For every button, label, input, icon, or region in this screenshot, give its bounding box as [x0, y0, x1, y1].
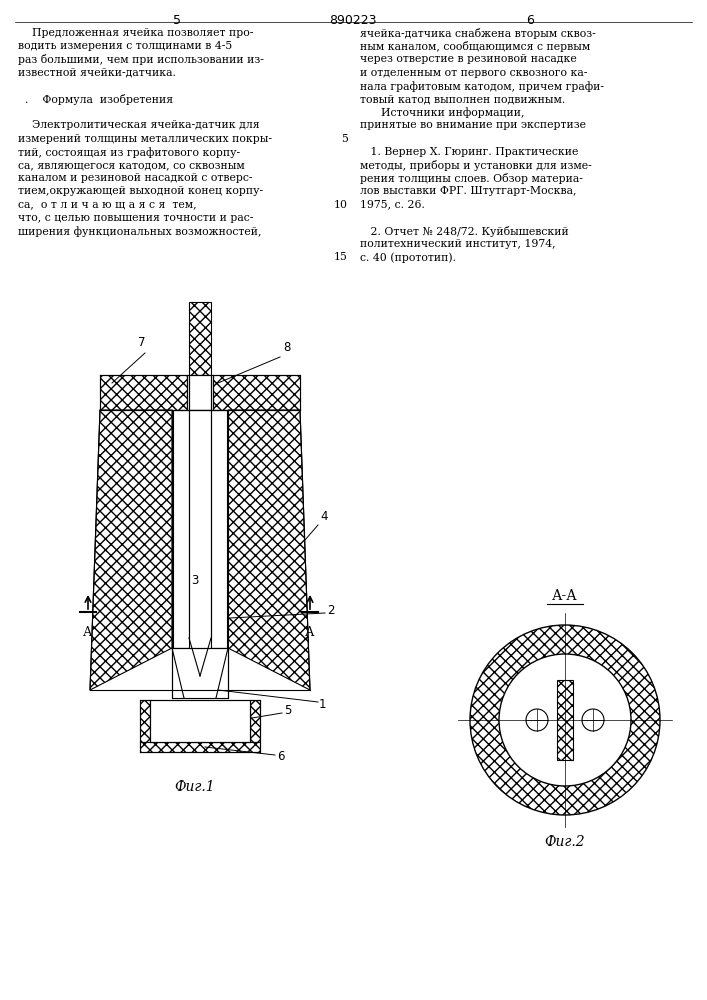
- Polygon shape: [90, 410, 172, 690]
- Text: .    Формула  изобретения: . Формула изобретения: [18, 94, 173, 105]
- Text: А: А: [305, 626, 315, 639]
- Text: каналом и резиновой насадкой с отверс-: каналом и резиновой насадкой с отверс-: [18, 173, 252, 183]
- Text: Фиг.1: Фиг.1: [175, 780, 216, 794]
- Bar: [557, 680, 573, 760]
- Text: 5: 5: [284, 704, 291, 718]
- Circle shape: [526, 709, 548, 731]
- Text: ным каналом, сообщающимся с первым: ным каналом, сообщающимся с первым: [360, 41, 590, 52]
- Text: лов выставки ФРГ. Штутгарт-Москва,: лов выставки ФРГ. Штутгарт-Москва,: [360, 186, 576, 196]
- Text: нала графитовым катодом, причем графи-: нала графитовым катодом, причем графи-: [360, 81, 604, 92]
- Bar: [140, 742, 260, 752]
- Text: 2. Отчет № 248/72. Куйбышевский: 2. Отчет № 248/72. Куйбышевский: [360, 226, 568, 237]
- Circle shape: [582, 709, 604, 731]
- Text: 1: 1: [319, 698, 327, 710]
- Bar: [189, 375, 211, 410]
- Text: са,  о т л и ч а ю щ а я с я  тем,: са, о т л и ч а ю щ а я с я тем,: [18, 200, 197, 210]
- Text: 6: 6: [526, 14, 534, 27]
- Text: 890223: 890223: [329, 14, 377, 27]
- Text: 8: 8: [283, 341, 291, 354]
- Text: 10: 10: [334, 200, 348, 210]
- Text: что, с целью повышения точности и рас-: что, с целью повышения точности и рас-: [18, 213, 253, 223]
- Text: 4: 4: [320, 510, 327, 523]
- Bar: [100, 375, 187, 410]
- Text: 1975, с. 26.: 1975, с. 26.: [360, 200, 425, 210]
- Text: методы, приборы и установки для изме-: методы, приборы и установки для изме-: [360, 160, 592, 171]
- Bar: [189, 410, 211, 668]
- Text: А: А: [83, 626, 93, 639]
- Bar: [250, 700, 260, 742]
- Text: через отверстие в резиновой насадке: через отверстие в резиновой насадке: [360, 54, 577, 64]
- Bar: [187, 375, 213, 410]
- Bar: [213, 375, 300, 410]
- Text: 5: 5: [173, 14, 181, 27]
- Text: и отделенным от первого сквозного ка-: и отделенным от первого сквозного ка-: [360, 68, 588, 78]
- Circle shape: [499, 654, 631, 786]
- Text: политехнический институт, 1974,: политехнический институт, 1974,: [360, 239, 556, 249]
- Text: 2: 2: [327, 604, 334, 617]
- Text: 5: 5: [341, 134, 348, 144]
- Bar: [189, 302, 211, 380]
- Text: известной ячейки-датчика.: известной ячейки-датчика.: [18, 68, 176, 78]
- Text: рения толщины слоев. Обзор материа-: рения толщины слоев. Обзор материа-: [360, 173, 583, 184]
- Text: са, являющегося катодом, со сквозным: са, являющегося катодом, со сквозным: [18, 160, 245, 170]
- Text: А-А: А-А: [552, 589, 578, 603]
- Text: измерений толщины металлических покры-: измерений толщины металлических покры-: [18, 134, 272, 144]
- Text: тий, состоящая из графитового корпу-: тий, состоящая из графитового корпу-: [18, 147, 240, 158]
- Polygon shape: [228, 410, 310, 690]
- Text: ширения функциональных возможностей,: ширения функциональных возможностей,: [18, 226, 262, 237]
- Text: принятые во внимание при экспертизе: принятые во внимание при экспертизе: [360, 120, 586, 130]
- Text: 1. Вернер Х. Гюринг. Практические: 1. Вернер Х. Гюринг. Практические: [360, 147, 578, 157]
- Text: тием,окружающей выходной конец корпу-: тием,окружающей выходной конец корпу-: [18, 186, 263, 196]
- Bar: [172, 648, 228, 698]
- Text: товый катод выполнен подвижным.: товый катод выполнен подвижным.: [360, 94, 566, 104]
- Text: Фиг.2: Фиг.2: [544, 835, 585, 849]
- Text: 6: 6: [277, 750, 284, 764]
- Text: Предложенная ячейка позволяет про-: Предложенная ячейка позволяет про-: [18, 28, 253, 38]
- Bar: [150, 700, 250, 742]
- Circle shape: [470, 625, 660, 815]
- Text: Источники информации,: Источники информации,: [360, 107, 525, 118]
- Text: Электролитическая ячейка-датчик для: Электролитическая ячейка-датчик для: [18, 120, 259, 130]
- Text: раз большими, чем при использовании из-: раз большими, чем при использовании из-: [18, 54, 264, 65]
- Bar: [173, 410, 227, 648]
- Text: с. 40 (прототип).: с. 40 (прототип).: [360, 252, 456, 263]
- Text: ячейка-датчика снабжена вторым сквоз-: ячейка-датчика снабжена вторым сквоз-: [360, 28, 596, 39]
- Text: 15: 15: [334, 252, 348, 262]
- Text: 3: 3: [192, 574, 199, 586]
- Bar: [140, 700, 150, 742]
- Text: водить измерения с толщинами в 4-5: водить измерения с толщинами в 4-5: [18, 41, 233, 51]
- Text: 7: 7: [139, 336, 146, 349]
